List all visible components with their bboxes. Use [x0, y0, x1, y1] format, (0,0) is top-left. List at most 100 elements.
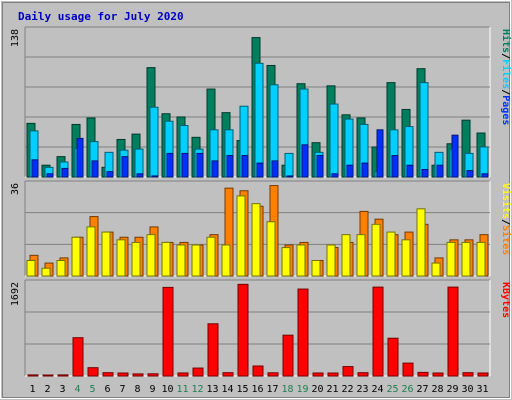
bar-kbytes-day-5 [87, 367, 99, 377]
bar-kbytes-day-26 [402, 362, 414, 377]
x-label-day-11: 11 [176, 384, 188, 395]
bar-pages-day-15 [241, 155, 249, 178]
bar-kbytes-day-20 [312, 372, 324, 377]
bar-pages-day-6 [106, 171, 114, 178]
x-label-day-19: 19 [296, 384, 308, 395]
bar-pages-day-25 [391, 155, 399, 178]
legend-visits: Visits/Sites [500, 183, 512, 255]
bar-kbytes-day-16 [252, 365, 264, 377]
bar-pages-day-30 [466, 170, 474, 178]
bar-kbytes-day-10 [162, 286, 174, 377]
x-label-day-21: 21 [326, 384, 338, 395]
bar-sites-day-14 [221, 244, 231, 277]
x-label-day-28: 28 [431, 384, 443, 395]
legend-entry: Visits [500, 183, 512, 219]
bar-pages-day-28 [436, 164, 444, 178]
bar-pages-day-7 [121, 156, 129, 178]
bar-sites-day-6 [101, 231, 111, 277]
x-label-day-22: 22 [341, 384, 353, 395]
bar-kbytes-day-22 [342, 366, 354, 377]
bar-kbytes-day-7 [117, 372, 129, 377]
bar-sites-day-13 [206, 236, 216, 277]
bar-kbytes-day-23 [357, 372, 369, 377]
bar-pages-day-5 [91, 160, 99, 178]
bar-kbytes-day-25 [387, 337, 399, 377]
bar-sites-day-29 [446, 241, 456, 277]
bar-pages-day-21 [331, 173, 339, 178]
bar-kbytes-day-9 [147, 373, 159, 377]
bar-kbytes-day-11 [177, 372, 189, 377]
bar-pages-day-23 [361, 162, 369, 178]
bar-pages-day-14 [226, 155, 234, 178]
bar-pages-day-3 [61, 167, 69, 178]
bar-sites-day-8 [131, 241, 141, 277]
x-label-day-13: 13 [206, 384, 218, 395]
bar-kbytes-day-3 [57, 374, 69, 377]
chart-panels: 138 Hits/Files/Pages 36 Visits/Sites 1692 KBy… [10, 26, 512, 377]
legend-kbytes: KBytes [500, 282, 511, 318]
bar-kbytes-day-21 [327, 372, 339, 377]
svg-text:Hits/Files/Pages: Hits/Files/Pages [500, 29, 512, 125]
bar-pages-day-26 [406, 164, 414, 178]
x-label-day-7: 7 [119, 384, 125, 395]
bar-sites-day-21 [326, 244, 336, 277]
bar-sites-day-1 [26, 260, 36, 277]
chart-title: Daily usage for July 2020 [18, 10, 184, 23]
bar-pages-day-16 [256, 162, 264, 178]
bar-kbytes-day-8 [132, 373, 144, 377]
bar-sites-day-5 [86, 226, 96, 277]
bar-kbytes-day-13 [207, 323, 219, 377]
x-label-day-15: 15 [236, 384, 248, 395]
bar-pages-day-9 [151, 175, 159, 178]
bar-sites-day-22 [341, 234, 351, 277]
x-axis-labels: 1 2 3 4 5 6 7 8 9 10 11 12 13 14 15 16 17 18 19 20 21 22 23 24 2… [29, 384, 488, 395]
bar-kbytes-day-17 [267, 372, 279, 377]
bar-pages-day-18 [286, 175, 294, 178]
legend-entry: Sites [500, 225, 512, 255]
bar-sites-day-28 [431, 262, 441, 277]
y-max-label-kbytes: 1692 [10, 282, 21, 306]
bar-pages-day-22 [346, 164, 354, 178]
bar-kbytes-day-14 [222, 372, 234, 377]
x-label-day-8: 8 [134, 384, 140, 395]
bar-kbytes-day-18 [282, 334, 294, 377]
bar-files-day-9 [149, 106, 159, 178]
bar-kbytes-day-27 [417, 371, 429, 377]
x-label-day-14: 14 [221, 384, 233, 395]
bar-sites-day-24 [371, 223, 381, 277]
bar-sites-day-10 [161, 241, 171, 277]
bar-pages-day-13 [211, 160, 219, 178]
bar-sites-day-20 [311, 260, 321, 277]
bar-kbytes-day-31 [477, 372, 489, 377]
x-label-day-18: 18 [281, 384, 293, 395]
x-label-day-10: 10 [161, 384, 173, 395]
bar-sites-day-30 [461, 241, 471, 277]
legend-entry: KBytes [500, 282, 511, 318]
bar-kbytes-day-15 [237, 283, 249, 377]
legend-hits: Hits/Files/Pages [500, 29, 512, 125]
x-label-day-25: 25 [386, 384, 398, 395]
bar-files-day-21 [329, 103, 339, 178]
legend-entry: Files [500, 59, 512, 89]
x-label-day-27: 27 [416, 384, 428, 395]
x-label-day-9: 9 [149, 384, 155, 395]
x-label-day-1: 1 [29, 384, 35, 395]
x-label-day-23: 23 [356, 384, 368, 395]
bar-sites-day-31 [476, 241, 486, 277]
bar-files-day-16 [254, 62, 264, 178]
bar-files-day-27 [419, 82, 429, 178]
bar-sites-day-9 [146, 234, 156, 277]
bar-sites-day-12 [191, 244, 201, 277]
bar-kbytes-day-28 [432, 372, 444, 377]
panel-kbytes-plot-area [25, 280, 490, 376]
panel-hits: 138 Hits/Files/Pages [10, 26, 512, 178]
bar-kbytes-day-2 [42, 374, 54, 377]
bar-kbytes-day-12 [192, 367, 204, 377]
x-label-day-2: 2 [44, 384, 50, 395]
x-label-day-5: 5 [89, 384, 95, 395]
bar-sites-day-27 [416, 208, 426, 277]
svg-text:KBytes: KBytes [500, 282, 511, 318]
x-label-day-24: 24 [371, 384, 383, 395]
